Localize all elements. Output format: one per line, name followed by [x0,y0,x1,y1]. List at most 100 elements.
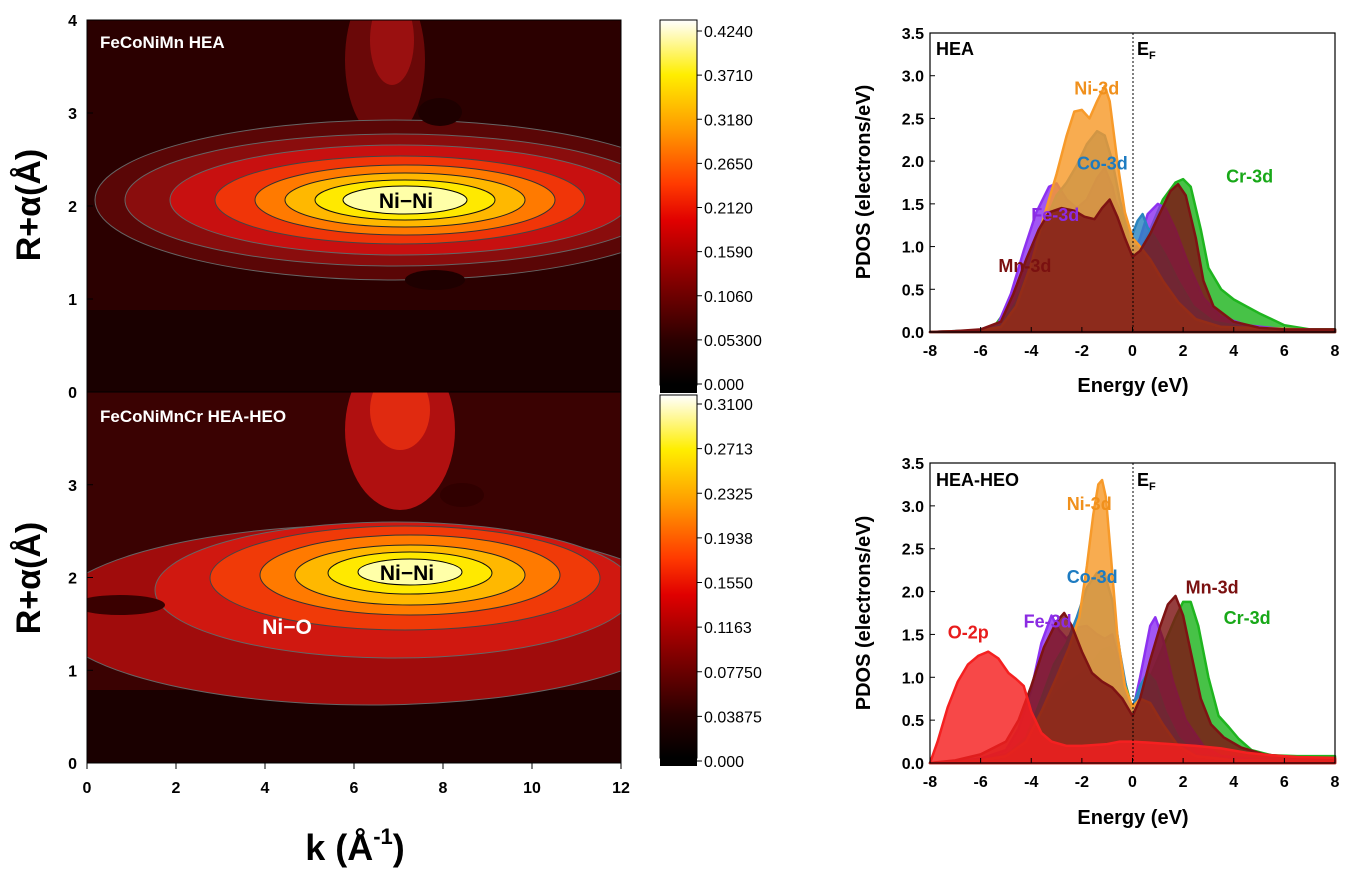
pdos-x-tick-label: 4 [1229,343,1238,360]
heatmap-hea-title: FeCoNiMn HEA [100,33,225,52]
pdos-x-tick-label: 2 [1179,343,1188,360]
heatmap-heo [87,392,621,763]
heatmap-hea [87,20,621,392]
pdos-heo-panel-label: HEA-HEO [936,470,1019,490]
colorbar-tick-label: 0.1163 [704,620,752,637]
pdos-hea-x-ticks: -8 -6 -4 -2 0 2 4 6 8 [923,327,1340,360]
heatmap-y-tick-label: 0 [68,756,77,773]
pdos-area-o-2p [928,650,1337,765]
pdos-series-label-ni-3d: Ni-3d [1067,494,1112,514]
pdos-y-tick-label: 1.5 [902,627,924,644]
colorbar-tick-label: 0.2325 [704,486,753,503]
pdos-heo-fermi-label: EF [1137,470,1156,493]
pdos-hea-series-labels: Cr-3d Fe-3d Co-3d Ni-3d Mn-3d [998,79,1273,277]
fermi-label-main: E [1137,39,1149,59]
pdos-heo-y-axis-label: PDOS (electrons/eV) [853,516,875,711]
heatmap-x-tick-label: 8 [439,780,448,797]
heatmap-x-tick-label: 0 [83,780,92,797]
heatmap-y-tick-label: 2 [68,571,77,588]
colorbar-heo-ticks: 0.3100 0.2713 0.2325 0.1938 0.1550 0.1163 0.07… [697,397,762,771]
pdos-hea-y-ticks: 0.0 0.5 1.0 1.5 2.0 2.5 3.0 3.5 [902,26,935,342]
pdos-hea-panel-label: HEA [936,39,974,59]
x-axis-label-superscript: -1 [373,824,393,849]
fermi-label-main: E [1137,470,1149,490]
heatmap-y-tick-label: 4 [68,13,77,30]
colorbar-tick-label: 0.3180 [704,112,753,129]
heatmap-y-tick-label: 3 [68,478,77,495]
pdos-series-label-o-2p: O-2p [948,623,989,643]
pdos-heo-x-axis-label: Energy (eV) [1077,807,1188,829]
colorbar-tick-label: 0.1938 [704,531,753,548]
pdos-x-tick-label: 2 [1179,774,1188,791]
pdos-y-tick-label: 3.0 [902,499,924,516]
pdos-y-tick-label: 0.5 [902,282,924,299]
colorbar-tick-label: 0.3710 [704,68,753,85]
pdos-y-tick-label: 2.5 [902,111,924,128]
heatmap-x-tick-label: 4 [261,780,270,797]
colorbar-tick-label: 0.2120 [704,201,753,218]
pdos-y-tick-label: 2.0 [902,585,924,602]
pdos-hea-y-axis-label: PDOS (electrons/eV) [853,85,875,280]
colorbar-tick-label: 0.1060 [704,289,753,306]
heatmap-heo-peak-label-ni-o: Ni−O [262,616,312,639]
colorbar-tick-label: 0.2713 [704,442,753,459]
heatmap-y-tick-label: 3 [68,106,77,123]
heatmap-hea-dark-spot-2 [405,270,465,290]
colorbar-hea-ticks: 0.4240 0.3710 0.3180 0.2650 0.2120 0.1590 0.10… [697,24,762,394]
colorbar-tick-label: 0.3100 [704,397,753,414]
heatmap-heo-x-ticks: 0 2 4 6 8 10 12 [83,763,630,797]
pdos-series-label-co-3d: Co-3d [1067,567,1118,587]
heatmap-y-tick-label: 1 [68,292,77,309]
pdos-x-tick-label: -8 [923,343,937,360]
heatmap-hea-contour-8 [342,185,468,215]
heatmap-x-tick-label: 6 [350,780,359,797]
pdos-x-tick-label: 4 [1229,774,1238,791]
colorbar-heo-min-swatch [660,758,697,766]
pdos-series-label-mn-3d: Mn-3d [998,256,1051,276]
pdos-series-label-fe-3d: Fe-3d [1024,612,1072,632]
pdos-hea-x-axis-label: Energy (eV) [1077,375,1188,397]
pdos-hea-fermi-label: EF [1137,39,1156,62]
colorbar-hea-gradient [659,19,698,386]
pdos-heo-y-ticks: 0.0 0.5 1.0 1.5 2.0 2.5 3.0 3.5 [902,456,935,773]
heatmap-heo-dark-spot-2 [440,483,484,507]
heatmap-heo-title: FeCoNiMnCr HEA-HEO [100,407,286,426]
pdos-heo-series-labels: Cr-3d Fe-3d Co-3d Ni-3d Mn-3d O-2p [948,494,1271,643]
pdos-x-tick-label: -4 [1024,343,1038,360]
pdos-y-tick-label: 0.0 [902,756,924,773]
pdos-heo-panel: HEA-HEO EF Cr-3d Fe-3d Co-3d Ni-3d Mn-3d O-2p… [853,456,1340,829]
colorbar-tick-label: 0.03875 [704,709,762,726]
colorbar-hea: 0.4240 0.3710 0.3180 0.2650 0.2120 0.1590 0.10… [659,19,762,394]
heatmap-hea-dark-spot-1 [418,98,462,126]
pdos-series-label-co-3d: Co-3d [1077,154,1128,174]
fermi-label-sub: F [1149,50,1156,62]
pdos-series-label-mn-3d: Mn-3d [1186,577,1239,597]
heatmap-heo-contour-7 [357,558,463,586]
heatmap-hea-peak-label: Ni−Ni [379,190,433,213]
colorbar-tick-label: 0.07750 [704,665,762,682]
colorbar-tick-label: 0.000 [704,377,744,394]
heatmap-y-tick-label: 2 [68,199,77,216]
pdos-y-tick-label: 1.0 [902,240,924,257]
pdos-x-tick-label: -6 [974,774,988,791]
heatmap-heo-y-axis-label: R+α(Å) [10,522,48,635]
pdos-y-tick-label: 0.5 [902,713,924,730]
pdos-x-tick-label: -4 [1024,774,1038,791]
colorbar-heo: 0.3100 0.2713 0.2325 0.1938 0.1550 0.1163 0.07… [659,394,762,771]
colorbar-hea-min-swatch [660,385,697,393]
colorbar-tick-label: 0.1590 [704,245,753,262]
pdos-series-label-cr-3d: Cr-3d [1226,167,1273,187]
pdos-y-tick-label: 0.0 [902,325,924,342]
pdos-x-tick-label: -2 [1075,774,1089,791]
heatmap-x-axis-label: k (Å-1) [305,824,405,868]
pdos-x-tick-label: -2 [1075,343,1089,360]
heatmap-x-tick-label: 12 [612,780,630,797]
pdos-y-tick-label: 1.0 [902,670,924,687]
pdos-heo-x-ticks: -8 -6 -4 -2 0 2 4 6 8 [923,758,1340,791]
pdos-x-tick-label: 8 [1331,774,1340,791]
heatmap-x-tick-label: 10 [523,780,541,797]
pdos-x-tick-label: 6 [1280,343,1289,360]
pdos-x-tick-label: -8 [923,774,937,791]
